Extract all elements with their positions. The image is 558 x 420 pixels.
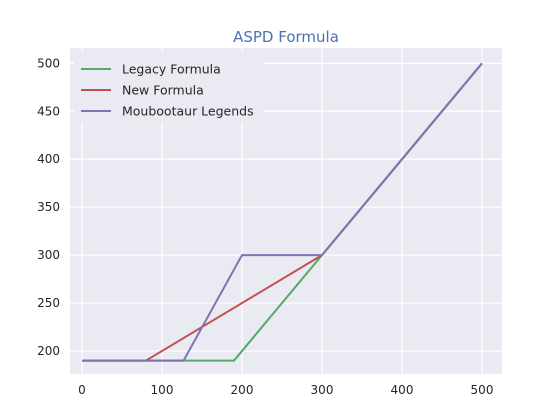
y-tick-label: 400 [37, 152, 60, 166]
x-tick-label: 500 [471, 383, 494, 397]
legend: Legacy Formula New Formula Moubootaur Lege… [81, 62, 254, 119]
chart-title: ASPD Formula [233, 28, 339, 46]
x-tick-label: 0 [78, 383, 86, 397]
y-tick-label: 200 [37, 344, 60, 358]
y-tick-label: 450 [37, 104, 60, 118]
legend-label-moubootaur-legends: Moubootaur Legends [122, 104, 254, 119]
legend-label-new-formula: New Formula [122, 83, 204, 98]
x-tick-label: 100 [151, 383, 174, 397]
y-tick-label: 300 [37, 248, 60, 262]
y-tick-label: 350 [37, 200, 60, 214]
x-tick-label: 400 [391, 383, 414, 397]
y-tick-label: 250 [37, 296, 60, 310]
x-tick-label: 200 [231, 383, 254, 397]
legend-label-legacy-formula: Legacy Formula [122, 62, 221, 77]
y-axis: 200 250 300 350 400 450 500 [37, 56, 60, 358]
x-tick-label: 300 [311, 383, 334, 397]
y-tick-label: 500 [37, 56, 60, 70]
x-axis: 0 100 200 300 400 500 [78, 383, 493, 397]
series-line-moubootaur-legends [82, 62, 483, 362]
series-lines [82, 62, 483, 362]
